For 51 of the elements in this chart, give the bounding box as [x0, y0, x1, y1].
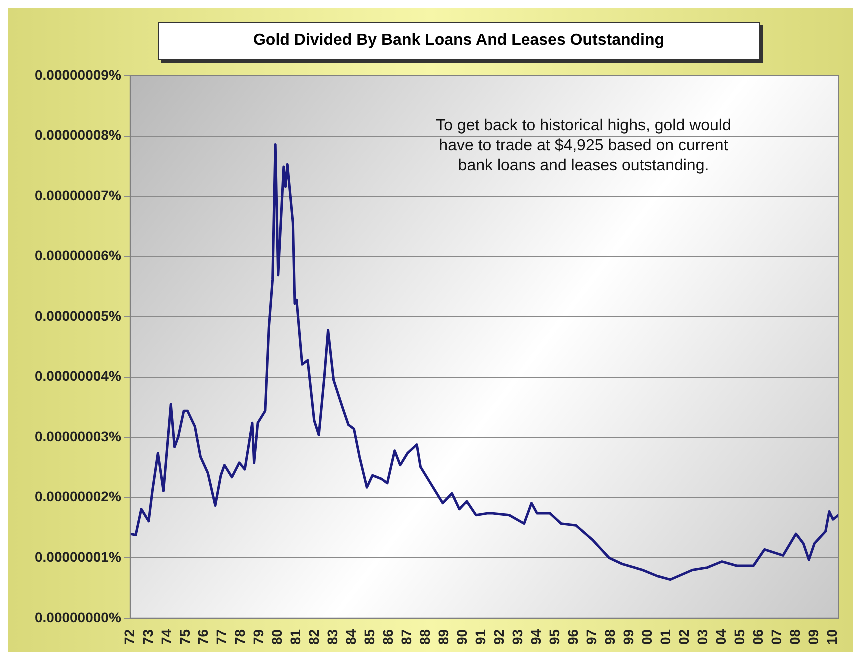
x-tick-label: 75	[176, 629, 193, 646]
x-tick-label: 88	[417, 629, 434, 646]
annotation: To get back to historical highs, gold would have to trade at $4,925 based on current bank loans and leases outstanding.	[436, 117, 732, 174]
y-tick-label: 0.00000005%	[34, 308, 122, 324]
x-tick-label: 95	[546, 629, 563, 646]
y-tick-label: 0.00000004%	[34, 368, 122, 384]
x-tick-label: 01	[658, 629, 674, 646]
y-tick-label: 0.00000007%	[34, 187, 122, 204]
x-tick-label: 86	[380, 629, 396, 646]
x-tick-label: 92	[491, 629, 508, 646]
x-tick-label: 98	[602, 629, 618, 646]
x-tick-label: 74	[158, 629, 174, 646]
y-tick-label: 0.00000001%	[34, 549, 122, 566]
y-tick-label: 0.00000003%	[34, 428, 122, 444]
x-tick-label: 72	[121, 629, 138, 646]
x-tick-label: 87	[398, 629, 415, 646]
y-tick-label: 0.00000009%	[34, 66, 122, 83]
x-tick-label: 06	[750, 629, 766, 646]
x-tick-label: 09	[806, 629, 822, 646]
x-tick-label: 79	[250, 629, 267, 646]
x-tick-label: 96	[565, 629, 582, 646]
y-tick-label: 0.00000000%	[34, 609, 122, 626]
x-tick-label: 80	[269, 629, 286, 646]
x-tick-label: 83	[324, 629, 341, 646]
x-tick-label: 85	[362, 629, 378, 646]
x-tick-label: 78	[232, 629, 248, 646]
y-tick-label: 0.00000006%	[34, 248, 122, 264]
x-tick-label: 08	[787, 629, 804, 646]
x-tick-label: 04	[713, 629, 730, 646]
x-tick-label: 73	[140, 629, 156, 646]
x-tick-label: 93	[510, 629, 526, 646]
x-tick-label: 81	[288, 629, 304, 646]
x-tick-label: 02	[676, 629, 692, 646]
x-tick-label: 82	[306, 629, 322, 646]
x-tick-label: 97	[584, 629, 600, 646]
x-tick-label: 00	[639, 629, 656, 646]
x-tick-label: 91	[472, 629, 489, 646]
x-tick-label: 03	[694, 629, 711, 646]
x-tick-label: 84	[343, 629, 360, 646]
x-tick-label: 10	[824, 629, 840, 646]
chart-title: Gold Divided By Bank Loans And Leases Outstanding	[158, 22, 760, 60]
x-tick-label: 89	[436, 629, 452, 646]
y-tick-label: 0.00000002%	[34, 488, 122, 505]
x-tick-label: 94	[528, 629, 544, 646]
x-tick-label: 76	[195, 629, 212, 646]
x-tick-label: 05	[732, 629, 748, 646]
y-tick-label: 0.00000008%	[34, 127, 122, 144]
x-tick-label: 07	[768, 629, 785, 646]
x-tick-label: 99	[620, 629, 637, 646]
x-tick-label: 90	[454, 629, 470, 646]
x-tick-label: 77	[214, 629, 230, 646]
